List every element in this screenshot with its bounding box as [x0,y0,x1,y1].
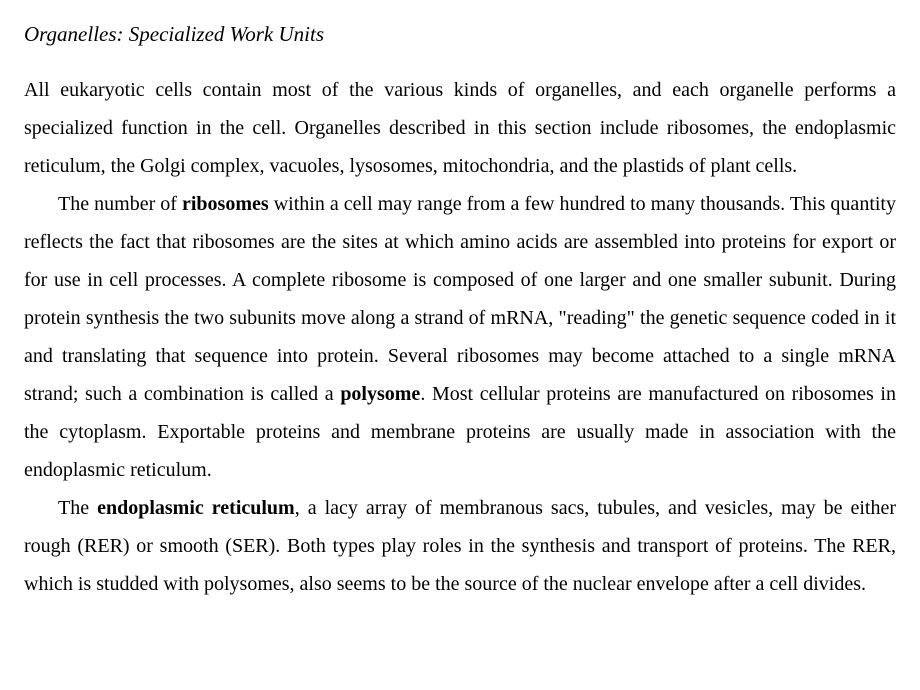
body-text: The [58,497,97,519]
body-text: The number of [58,193,182,215]
body-text: All eukaryotic cells contain most of the… [24,79,896,177]
term-endoplasmic-reticulum: endoplasmic reticulum [97,497,295,519]
section-title: Organelles: Specialized Work Units [24,22,896,47]
body-text: within a cell may range from a few hundr… [24,193,896,405]
term-ribosomes: ribosomes [182,193,269,215]
paragraph-intro: All eukaryotic cells contain most of the… [24,71,896,185]
term-polysome: polysome [340,383,420,405]
paragraph-endoplasmic-reticulum: The endoplasmic reticulum, a lacy array … [24,489,896,603]
document-page: Organelles: Specialized Work Units All e… [0,0,920,690]
paragraph-ribosomes: The number of ribosomes within a cell ma… [24,185,896,489]
